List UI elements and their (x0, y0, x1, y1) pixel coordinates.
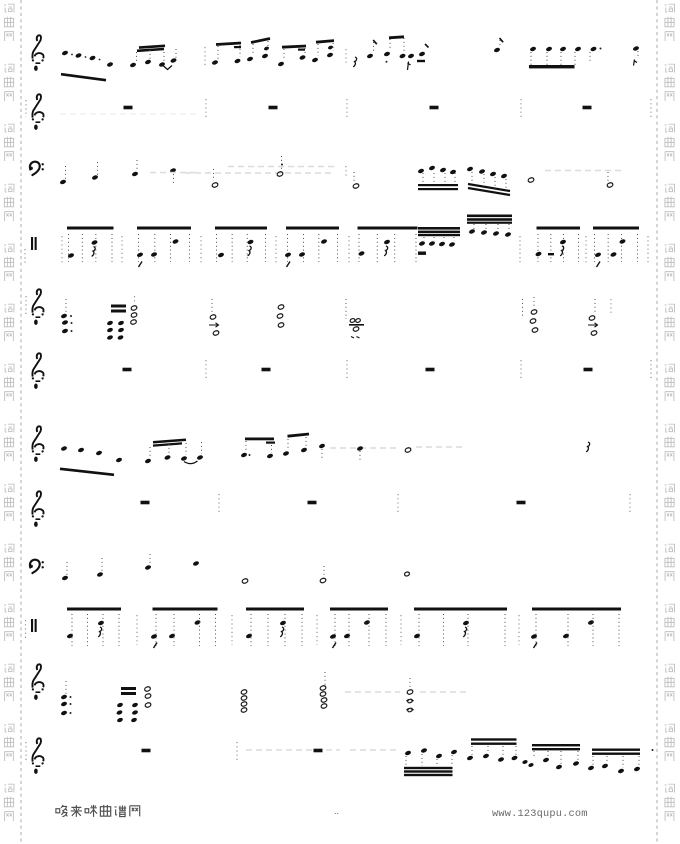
svg-text:..: .. (334, 806, 339, 816)
svg-text:www.123qupu.com: www.123qupu.com (492, 808, 588, 820)
